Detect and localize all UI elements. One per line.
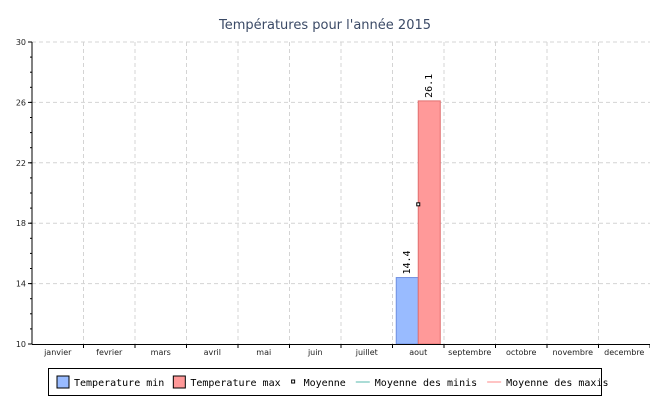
bar-min-aout: [395, 277, 419, 345]
x-tick-label: mars: [151, 348, 171, 357]
y-tick-label: 18: [16, 219, 26, 228]
axes: [28, 41, 650, 348]
bar-max-aout: [417, 100, 441, 345]
chart-title: Températures pour l'année 2015: [218, 18, 431, 33]
y-tick-label: 22: [16, 159, 26, 168]
legend-label: Temperature min: [74, 378, 164, 389]
legend-swatch-max: [172, 375, 186, 389]
y-tick-label: 14: [16, 280, 26, 289]
x-tick-label: novembre: [552, 348, 593, 357]
tick-labels: 10 14 18 22 26 30 janvier fevrier mars avril mai ju…: [16, 38, 645, 357]
x-tick-label: octobre: [506, 348, 537, 357]
x-tick-label: fevrier: [96, 348, 123, 357]
moyenne-marker: [416, 202, 421, 207]
legend: Temperature min Temperature max Moyenne Moy…: [48, 368, 609, 396]
y-tick-label: 10: [16, 340, 26, 349]
y-tick-label: 26: [16, 98, 26, 107]
legend-label: Moyenne des maxis: [506, 378, 608, 389]
data-label: 26.1: [424, 74, 435, 98]
bars: 14.4 26.1: [395, 74, 441, 345]
x-tick-label: juillet: [355, 348, 378, 357]
x-tick-label: aout: [409, 348, 427, 357]
x-tick-label: juin: [307, 348, 323, 357]
legend-label: Moyenne des minis: [375, 378, 477, 389]
data-label: 14.4: [402, 250, 413, 274]
grid: [32, 41, 650, 344]
x-tick-label: septembre: [448, 348, 491, 357]
x-tick-label: decembre: [604, 348, 644, 357]
y-tick-label: 30: [16, 38, 26, 47]
legend-moyenne-marker: [291, 379, 296, 384]
legend-label: Temperature max: [190, 378, 280, 389]
x-tick-label: mai: [256, 348, 271, 357]
x-tick-label: janvier: [43, 348, 72, 357]
x-tick-label: avril: [204, 348, 221, 357]
legend-swatch-min: [56, 375, 70, 389]
legend-box: [48, 368, 602, 396]
legend-label: Moyenne: [304, 378, 346, 389]
